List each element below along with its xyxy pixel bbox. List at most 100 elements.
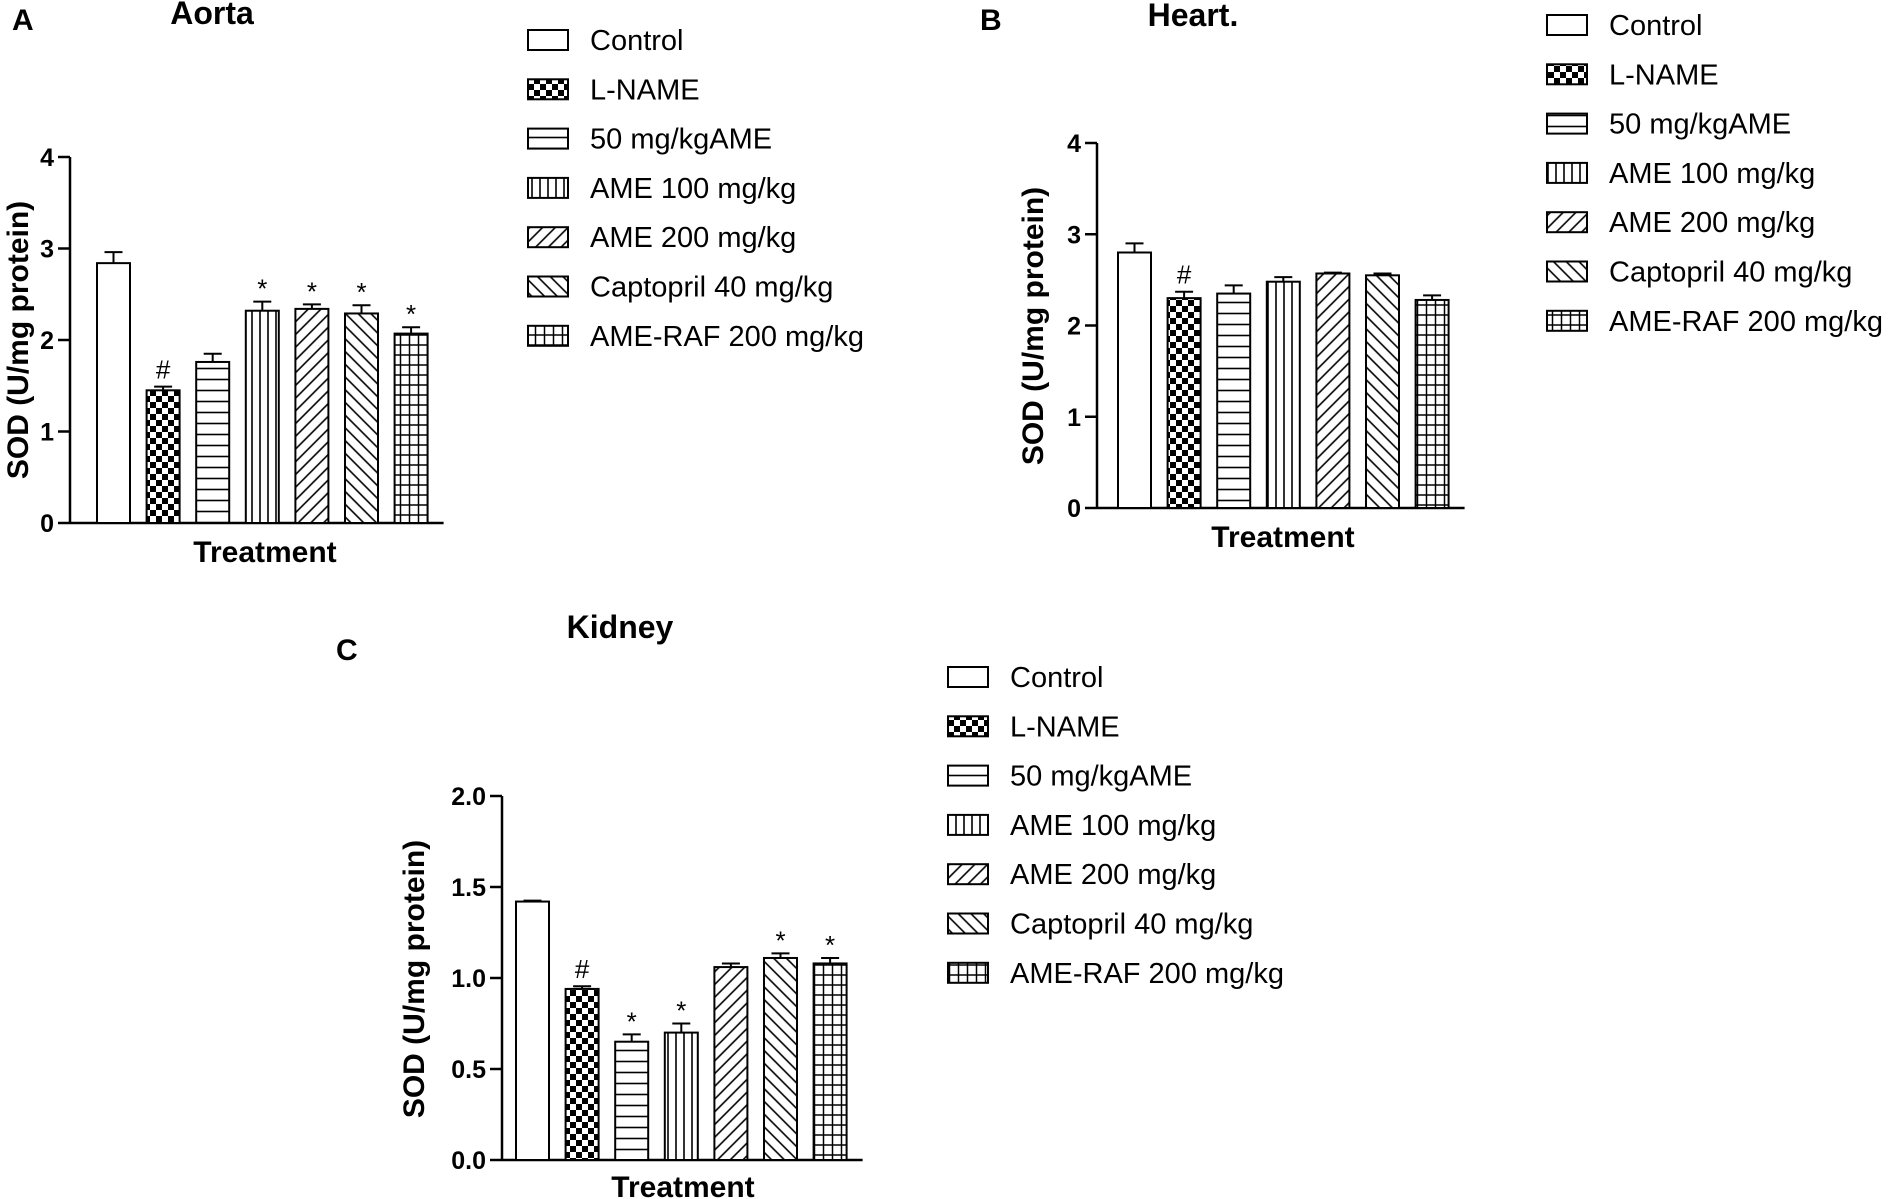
legend-label-captopril-40-mg-kg: Captopril 40 mg/kg xyxy=(1609,257,1852,289)
panel-letter: A xyxy=(12,4,34,37)
chart-panel-c: C Kidney 0.0 0.5 1.0 1.5 2.0 # * * * * Treatment SOD … xyxy=(336,609,1284,1199)
bar-ame-200-mg-kg xyxy=(713,966,749,1162)
x-axis-title: Treatment xyxy=(611,1171,754,1199)
significance-mark: # xyxy=(1177,260,1192,290)
legend-label-ame-200-mg-kg: AME 200 mg/kg xyxy=(1609,207,1815,239)
y-tick-label: 2 xyxy=(40,327,54,355)
bar-captopril-40-mg-kg xyxy=(344,312,379,524)
significance-mark: # xyxy=(575,954,590,984)
legend-swatch-ame-200-mg-kg xyxy=(527,226,569,249)
bar-l-name xyxy=(564,987,600,1161)
significance-mark: * xyxy=(627,1006,637,1036)
legend-swatch-ame-100-mg-kg xyxy=(947,813,989,836)
bar-ame-200-mg-kg xyxy=(294,307,330,525)
legend-swatch-ame-raf-200-mg-kg xyxy=(527,324,569,347)
legend-label-l-name: L-NAME xyxy=(1609,59,1719,91)
legend-label-captopril-40-mg-kg: Captopril 40 mg/kg xyxy=(1010,909,1253,941)
bar-50-mg-kgame xyxy=(195,360,231,524)
legend-label-l-name: L-NAME xyxy=(1010,711,1120,743)
y-axis-title: SOD (U/mg protein) xyxy=(1017,187,1050,465)
y-tick-label: 0 xyxy=(40,510,54,538)
legend-swatch-50-mg-kgame xyxy=(1546,112,1588,135)
y-tick-label: 1 xyxy=(1067,404,1081,432)
significance-mark: * xyxy=(257,274,267,304)
y-tick-label: 0.5 xyxy=(451,1056,486,1084)
legend-label-control: Control xyxy=(590,25,684,57)
significance-mark: * xyxy=(775,925,785,955)
panel-letter: C xyxy=(336,634,358,667)
panel-letter: B xyxy=(980,4,1002,37)
bar-ame-100-mg-kg xyxy=(1265,280,1301,510)
chart-title: Heart. xyxy=(1148,0,1239,33)
chart-title: Aorta xyxy=(170,0,254,31)
y-tick-label: 3 xyxy=(40,236,54,264)
bar-ame-raf-200-mg-kg xyxy=(393,332,429,524)
significance-mark: * xyxy=(825,930,835,960)
y-axis-title: SOD (U/mg protein) xyxy=(2,201,35,479)
legend-label-ame-raf-200-mg-kg: AME-RAF 200 mg/kg xyxy=(1010,958,1284,990)
y-tick-label: 2 xyxy=(1067,313,1081,341)
legend-swatch-control xyxy=(1546,14,1588,36)
legend-swatch-ame-200-mg-kg xyxy=(947,863,989,886)
bar-ame-200-mg-kg xyxy=(1315,272,1351,509)
legend-swatch-captopril-40-mg-kg xyxy=(527,275,569,298)
bar-ame-raf-200-mg-kg xyxy=(1414,298,1450,510)
significance-mark: # xyxy=(156,355,171,385)
bar-ame-100-mg-kg xyxy=(244,309,280,524)
legend-label-l-name: L-NAME xyxy=(590,74,700,106)
legend-label-ame-raf-200-mg-kg: AME-RAF 200 mg/kg xyxy=(590,321,864,353)
chart-panel-a: A Aorta 0 1 2 3 4 # * * * * Treatment SOD (U/mg prote… xyxy=(2,0,864,569)
legend-swatch-control xyxy=(947,666,989,688)
significance-mark: * xyxy=(406,299,416,329)
legend-label-captopril-40-mg-kg: Captopril 40 mg/kg xyxy=(590,272,833,304)
legend-swatch-l-name xyxy=(527,78,569,101)
y-tick-label: 1 xyxy=(40,419,54,447)
legend-swatch-ame-100-mg-kg xyxy=(1546,161,1588,184)
legend-swatch-captopril-40-mg-kg xyxy=(1546,260,1588,283)
chart-title: Kidney xyxy=(567,609,674,645)
legend-label-ame-100-mg-kg: AME 100 mg/kg xyxy=(590,173,796,205)
legend-swatch-ame-raf-200-mg-kg xyxy=(947,961,989,984)
legend-label-control: Control xyxy=(1010,662,1104,694)
y-tick-label: 1.0 xyxy=(451,965,486,993)
y-axis-title: SOD (U/mg protein) xyxy=(398,840,431,1118)
legend-label-ame-100-mg-kg: AME 100 mg/kg xyxy=(1609,158,1815,190)
bar-control xyxy=(515,900,550,1161)
legend-label-control: Control xyxy=(1609,10,1703,42)
bar-ame-100-mg-kg xyxy=(663,1031,699,1161)
legend-label-ame-100-mg-kg: AME 100 mg/kg xyxy=(1010,810,1216,842)
legend-swatch-ame-200-mg-kg xyxy=(1546,211,1588,234)
legend-swatch-ame-raf-200-mg-kg xyxy=(1546,309,1588,332)
legend-swatch-l-name xyxy=(1546,63,1588,86)
legend: Control L-NAME 50 mg/kgAME AME 100 mg/kg AME… xyxy=(1546,10,1883,338)
chart-panel-b: B Heart. 0 1 2 3 4 # Treatment SOD (U/mg protein)… xyxy=(980,0,1883,554)
y-tick-label: 4 xyxy=(1067,130,1081,158)
significance-mark: * xyxy=(676,996,686,1026)
legend: Control L-NAME 50 mg/kgAME AME 100 mg/kg AME… xyxy=(947,662,1284,990)
legend-label-50-mg-kgame: 50 mg/kgAME xyxy=(590,124,772,156)
legend-label-ame-200-mg-kg: AME 200 mg/kg xyxy=(590,222,796,254)
y-tick-label: 4 xyxy=(40,144,54,172)
y-tick-label: 0.0 xyxy=(451,1147,486,1175)
legend: Control L-NAME 50 mg/kgAME AME 100 mg/kg AME… xyxy=(527,25,864,353)
legend-swatch-l-name xyxy=(947,715,989,738)
legend-label-ame-200-mg-kg: AME 200 mg/kg xyxy=(1010,859,1216,891)
y-tick-label: 1.5 xyxy=(451,874,486,902)
bar-50-mg-kgame xyxy=(614,1040,650,1161)
bar-50-mg-kgame xyxy=(1216,292,1252,509)
x-axis-title: Treatment xyxy=(193,536,336,569)
bar-captopril-40-mg-kg xyxy=(763,956,798,1161)
legend-label-ame-raf-200-mg-kg: AME-RAF 200 mg/kg xyxy=(1609,306,1883,338)
legend-label-50-mg-kgame: 50 mg/kgAME xyxy=(1609,109,1791,141)
legend-swatch-ame-100-mg-kg xyxy=(527,176,569,199)
legend-swatch-50-mg-kgame xyxy=(947,764,989,787)
bar-control xyxy=(1117,251,1152,509)
bar-control xyxy=(96,262,131,524)
bar-captopril-40-mg-kg xyxy=(1365,274,1400,509)
y-tick-label: 2.0 xyxy=(451,783,486,811)
significance-mark: * xyxy=(356,277,366,307)
legend-label-50-mg-kgame: 50 mg/kgAME xyxy=(1010,761,1192,793)
y-tick-label: 3 xyxy=(1067,221,1081,249)
legend-swatch-captopril-40-mg-kg xyxy=(947,912,989,935)
